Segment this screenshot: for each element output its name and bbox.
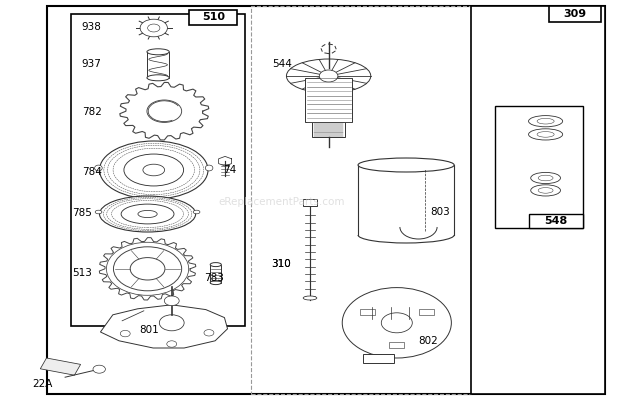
Ellipse shape (538, 188, 553, 193)
Ellipse shape (531, 185, 560, 196)
Text: 74: 74 (223, 165, 236, 175)
Bar (71, 14, 245, 326)
Bar (529, 214, 583, 228)
Polygon shape (40, 358, 81, 375)
Text: 938: 938 (82, 22, 102, 32)
Circle shape (319, 70, 338, 82)
Circle shape (204, 330, 214, 336)
Text: 510: 510 (202, 12, 225, 22)
Text: 783: 783 (204, 273, 224, 283)
Bar (471, 6, 604, 394)
Text: eReplacementParts.com: eReplacementParts.com (219, 197, 345, 207)
Bar (549, 6, 601, 22)
Ellipse shape (147, 75, 169, 81)
Bar (189, 10, 237, 25)
Ellipse shape (529, 116, 563, 127)
Circle shape (93, 365, 105, 373)
Circle shape (130, 258, 165, 280)
Circle shape (164, 296, 179, 306)
Text: 22A: 22A (32, 379, 52, 389)
Bar (147, 52, 169, 78)
Ellipse shape (210, 262, 221, 266)
Bar (303, 199, 317, 206)
Text: 544: 544 (272, 59, 292, 69)
Text: 802: 802 (418, 336, 438, 346)
Ellipse shape (95, 165, 102, 171)
Ellipse shape (121, 204, 174, 224)
Text: 784: 784 (82, 167, 102, 177)
Bar (419, 309, 434, 315)
Ellipse shape (99, 141, 208, 199)
Ellipse shape (95, 210, 102, 214)
Circle shape (120, 330, 130, 337)
Ellipse shape (143, 164, 165, 176)
Text: 782: 782 (82, 107, 102, 117)
Text: 309: 309 (564, 9, 587, 19)
Text: 310: 310 (271, 259, 291, 269)
Bar (312, 122, 345, 137)
Bar (210, 265, 221, 282)
Bar (363, 354, 394, 363)
Bar (360, 309, 374, 315)
Ellipse shape (537, 118, 554, 124)
Text: 785: 785 (72, 208, 92, 218)
Ellipse shape (193, 210, 200, 214)
Circle shape (148, 24, 160, 32)
Bar (306, 78, 352, 122)
Ellipse shape (529, 129, 563, 140)
Text: 548: 548 (544, 216, 568, 226)
Ellipse shape (531, 172, 560, 184)
Text: 513: 513 (72, 268, 92, 278)
Polygon shape (100, 305, 228, 348)
Circle shape (342, 288, 451, 358)
Polygon shape (219, 156, 231, 166)
Bar (389, 342, 404, 348)
Ellipse shape (138, 210, 157, 218)
Circle shape (167, 341, 177, 347)
Text: 937: 937 (82, 59, 102, 69)
Ellipse shape (537, 132, 554, 137)
Ellipse shape (205, 165, 213, 171)
Ellipse shape (538, 175, 553, 181)
Ellipse shape (210, 281, 221, 285)
Ellipse shape (99, 196, 196, 232)
Text: 310: 310 (271, 259, 291, 269)
Text: 803: 803 (430, 207, 450, 217)
Ellipse shape (124, 154, 184, 186)
Circle shape (107, 242, 188, 295)
Ellipse shape (358, 158, 454, 172)
Circle shape (113, 247, 182, 291)
Circle shape (147, 100, 182, 122)
Bar (495, 106, 583, 228)
Ellipse shape (303, 296, 317, 300)
Circle shape (159, 315, 184, 331)
Bar (251, 6, 471, 394)
Circle shape (140, 19, 167, 37)
Text: 801: 801 (139, 325, 159, 335)
Ellipse shape (147, 49, 169, 55)
Circle shape (381, 313, 412, 333)
